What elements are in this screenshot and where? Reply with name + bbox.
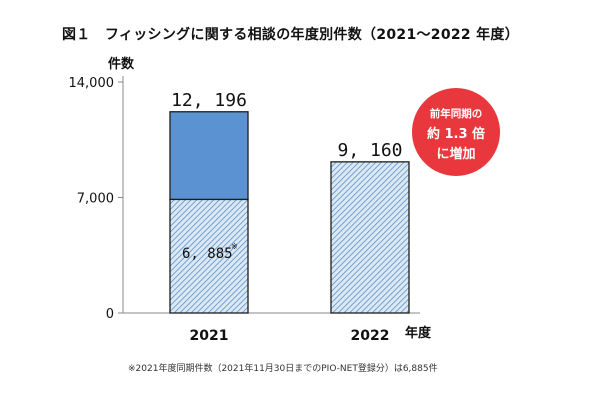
y-tick-label: 7,000 bbox=[77, 192, 114, 207]
annotation-line: 前年同期の bbox=[430, 107, 483, 120]
y-tick-label: 14,000 bbox=[69, 76, 115, 91]
data-label-total: 12, 196 bbox=[171, 90, 247, 111]
x-axis-label: 年度 bbox=[405, 325, 432, 341]
annotation-circle bbox=[412, 88, 500, 176]
data-label-inner-mark: ※ bbox=[231, 242, 238, 251]
data-label-inner: 6, 885 bbox=[182, 246, 233, 262]
bar-segment-2021-top bbox=[169, 111, 249, 201]
bar-segment-2022-base bbox=[330, 161, 410, 314]
chart-title: 図１ フィッシングに関する相談の年度別件数（2021～2022 年度） bbox=[62, 27, 520, 43]
y-axis-label: 件数 bbox=[108, 56, 135, 72]
x-tick-label: 2022 bbox=[351, 328, 390, 344]
annotation-line: 約 1.3 倍 bbox=[427, 126, 485, 142]
footnote: ※2021年度同期件数（2021年11月30日までのPIO-NET登録分）は6,… bbox=[128, 364, 438, 374]
y-tick-label: 0 bbox=[106, 307, 114, 322]
bar-segment-2021-base bbox=[169, 198, 249, 314]
annotation-line: に増加 bbox=[436, 146, 475, 162]
data-label-total: 9, 160 bbox=[337, 140, 402, 161]
x-tick-label: 2021 bbox=[190, 328, 229, 344]
